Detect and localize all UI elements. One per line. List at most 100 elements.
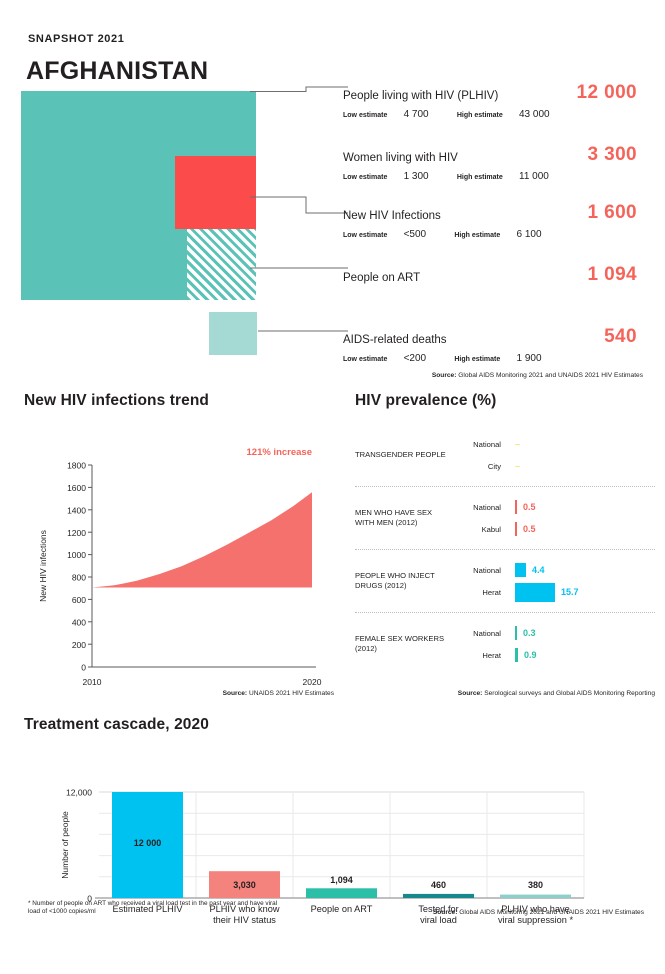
low-estimate-label: Low estimate [343, 356, 388, 363]
low-estimate-value: <200 [403, 353, 427, 364]
new-hiv-infections-area-chart: 1800 1600 1400 1200 1000 800 600 400 200… [38, 447, 322, 687]
page-title: AFGHANISTAN [26, 57, 209, 85]
svg-text:viral load: viral load [420, 915, 457, 925]
prevalence-row: City – [451, 455, 655, 477]
prevalence-row: National 4.4 [451, 559, 655, 581]
source-label: Source: [222, 690, 248, 697]
prevalence-group-transgender-people: TRANSGENDER PEOPLE National – City – [355, 424, 655, 486]
prevalence-value: 0.5 [523, 502, 536, 512]
low-estimate-label: Low estimate [343, 174, 388, 181]
source-top-panel: Source: Global AIDS Monitoring 2021 and … [343, 372, 643, 379]
high-estimate-label: High estimate [456, 112, 503, 119]
prevalence-group-label: PEOPLE WHO INJECT DRUGS (2012) [355, 571, 435, 590]
prevalence-bar [515, 522, 517, 536]
category-labels: Estimated PLHIV PLHIV who know their HIV… [113, 904, 574, 925]
svg-text:12 000: 12 000 [134, 838, 162, 848]
prevalence-group-label: MEN WHO HAVE SEX WITH MEN (2012) [355, 508, 433, 527]
block-women-living-with-hiv [175, 156, 256, 229]
source-cascade-chart: Source: Global AIDS Monitoring 2021 and … [344, 909, 644, 916]
svg-text:PLHIV who know: PLHIV who know [210, 904, 280, 914]
svg-text:0: 0 [81, 662, 86, 672]
prevalence-group-label: FEMALE SEX WORKERS (2012) [355, 634, 445, 653]
svg-text:400: 400 [72, 617, 86, 627]
source-prevalence-panel: Source: Serological surveys and Global A… [355, 690, 655, 697]
svg-text:800: 800 [72, 573, 86, 583]
prevalence-scope: National [473, 628, 501, 638]
svg-text:380: 380 [528, 880, 543, 890]
low-estimate-value: 1 300 [403, 171, 429, 182]
proportional-block-diagram [21, 91, 256, 305]
y-tick-max: 12,000 [66, 788, 92, 798]
prevalence-group-men-who-have-sex-with-men: MEN WHO HAVE SEX WITH MEN (2012) Nationa… [355, 486, 655, 549]
prevalence-value: 15.7 [561, 587, 579, 597]
prevalence-group-female-sex-workers: FEMALE SEX WORKERS (2012) National 0.3 H… [355, 612, 655, 675]
svg-text:Tested for: Tested for [418, 904, 458, 914]
stat-value: 540 [604, 326, 637, 347]
svg-text:600: 600 [72, 595, 86, 605]
bar-plhiv-who-know-status: 3,030 [209, 871, 280, 898]
prevalence-bar [515, 626, 517, 640]
stat-title: New HIV Infections [343, 210, 441, 222]
stat-aids-related-deaths: AIDS-related deaths 540 Low estimate <20… [343, 326, 643, 366]
low-estimate-value: 4 700 [403, 109, 429, 120]
svg-text:1000: 1000 [67, 550, 86, 560]
svg-text:2010: 2010 [83, 677, 102, 687]
svg-text:460: 460 [431, 880, 446, 890]
key-statistics-panel: People living with HIV (PLHIV) 12 000 Lo… [343, 82, 643, 379]
svg-text:their HIV status: their HIV status [213, 915, 276, 925]
bar-plhiv-viral-suppression: 380 [500, 880, 571, 898]
stat-title: Women living with HIV [343, 152, 458, 164]
source-label: Source: [431, 372, 457, 379]
high-estimate-value: 43 000 [519, 109, 550, 120]
high-estimate-value: 1 900 [516, 353, 542, 364]
prevalence-bar [515, 648, 518, 662]
prevalence-bar [515, 500, 517, 514]
prevalence-row: National 0.5 [451, 496, 655, 518]
prevalence-value: 0.5 [523, 524, 536, 534]
stat-title: People living with HIV (PLHIV) [343, 90, 499, 102]
stat-value: 1 600 [587, 202, 637, 223]
prevalence-scope: Kabul [481, 524, 501, 534]
stat-value: 3 300 [587, 144, 637, 165]
svg-text:viral suppression *: viral suppression * [498, 915, 573, 925]
source-text: Global AIDS Monitoring 2021 and UNAIDS 2… [457, 909, 644, 916]
y-axis-ticks: 1800 1600 1400 1200 1000 800 600 400 200… [67, 461, 92, 672]
prevalence-row: Kabul 0.5 [451, 518, 655, 540]
high-estimate-label: High estimate [454, 356, 501, 363]
svg-text:PLHIV who have: PLHIV who have [501, 904, 569, 914]
prevalence-value: 4.4 [532, 565, 545, 575]
prevalence-group-people-who-inject-drugs: PEOPLE WHO INJECT DRUGS (2012) National … [355, 549, 655, 612]
prevalence-scope: City [487, 461, 501, 471]
block-aids-related-deaths [209, 312, 257, 355]
high-estimate-value: 11 000 [519, 171, 549, 182]
prevalence-panel-title: HIV prevalence (%) [355, 392, 497, 409]
leader-line-plhiv [250, 86, 348, 92]
prevalence-scope: Herat [482, 587, 501, 597]
high-estimate-value: 6 100 [516, 229, 542, 240]
prevalence-scope: National [473, 439, 501, 449]
low-estimate-label: Low estimate [343, 232, 388, 239]
prevalence-row: National 0.3 [451, 622, 655, 644]
area-series-new-infections [92, 492, 312, 588]
stat-estimates: Low estimate <500 High estimate 6 100 [343, 229, 643, 240]
prevalence-scope: National [473, 565, 501, 575]
bar-tested-for-viral-load: 460 [403, 880, 474, 898]
treatment-cascade-bar-chart: 12,000 0 Number of people 12 000 3,030 1… [60, 788, 585, 925]
source-label: Source: [432, 909, 458, 916]
stat-estimates: Low estimate 1 300 High estimate 11 000 [343, 171, 643, 182]
leader-line-aids-deaths [258, 330, 348, 332]
svg-text:1400: 1400 [67, 505, 86, 515]
x-axis-ticks: 2010 2020 [83, 677, 322, 687]
y-axis-title: New HIV infections [38, 530, 48, 602]
svg-text:2020: 2020 [303, 677, 322, 687]
source-text: Global AIDS Monitoring 2021 and UNAIDS 2… [456, 372, 643, 379]
stat-title: People on ART [343, 272, 421, 284]
cascade-footnote: * Number of people on ART who received a… [28, 900, 278, 916]
source-label: Source: [457, 690, 483, 697]
infographic-page: SNAPSHOT 2021 AFGHANISTAN People living … [21, 33, 655, 925]
high-estimate-label: High estimate [454, 232, 501, 239]
svg-text:1,094: 1,094 [330, 875, 353, 885]
svg-text:3,030: 3,030 [233, 880, 256, 890]
y-axis-title: Number of people [60, 811, 70, 879]
stat-people-living-with-hiv: People living with HIV (PLHIV) 12 000 Lo… [343, 82, 643, 122]
